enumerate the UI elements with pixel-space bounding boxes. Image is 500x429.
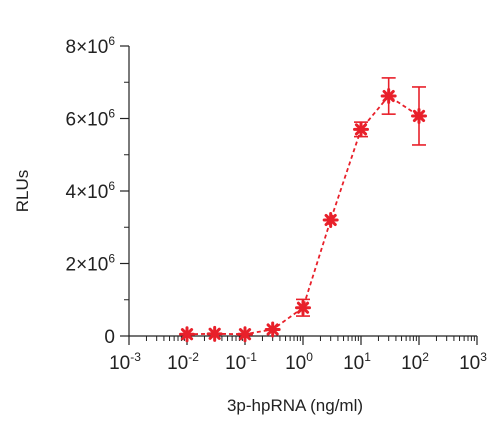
- data-point-marker: [237, 326, 253, 343]
- y-tick-label: 6×106: [66, 107, 116, 131]
- y-tick-label: 4×106: [66, 179, 116, 203]
- data-point-marker: [179, 326, 195, 343]
- x-tick-label: 101: [343, 350, 371, 374]
- x-tick-label: 103: [459, 350, 487, 374]
- plot-area: [179, 77, 427, 343]
- data-point-marker: [322, 212, 339, 228]
- y-axis-title: RLUs: [13, 170, 32, 213]
- y-tick-label: 0: [104, 327, 115, 348]
- data-point-marker: [353, 121, 369, 138]
- x-tick-label: 100: [285, 350, 313, 374]
- data-point-marker: [380, 88, 397, 105]
- x-tick-label: 10-1: [225, 350, 257, 374]
- data-point-marker: [295, 299, 311, 316]
- y-tick-label: 2×106: [66, 252, 116, 276]
- data-point-marker: [206, 325, 223, 342]
- axes: 0 2×106 4×106 6×106 8×106 10-3 10-2 10-1 100 101 1…: [66, 34, 488, 374]
- x-tick-label: 10-3: [109, 350, 141, 374]
- x-tick-label: 102: [401, 350, 429, 374]
- data-point-marker: [411, 107, 427, 124]
- x-tick-label: 10-2: [167, 350, 199, 374]
- data-point-marker: [264, 321, 281, 338]
- y-tick-label: 8×106: [66, 34, 116, 58]
- x-axis-title: 3p-hpRNA (ng/ml): [227, 396, 363, 415]
- series-line: [186, 94, 420, 336]
